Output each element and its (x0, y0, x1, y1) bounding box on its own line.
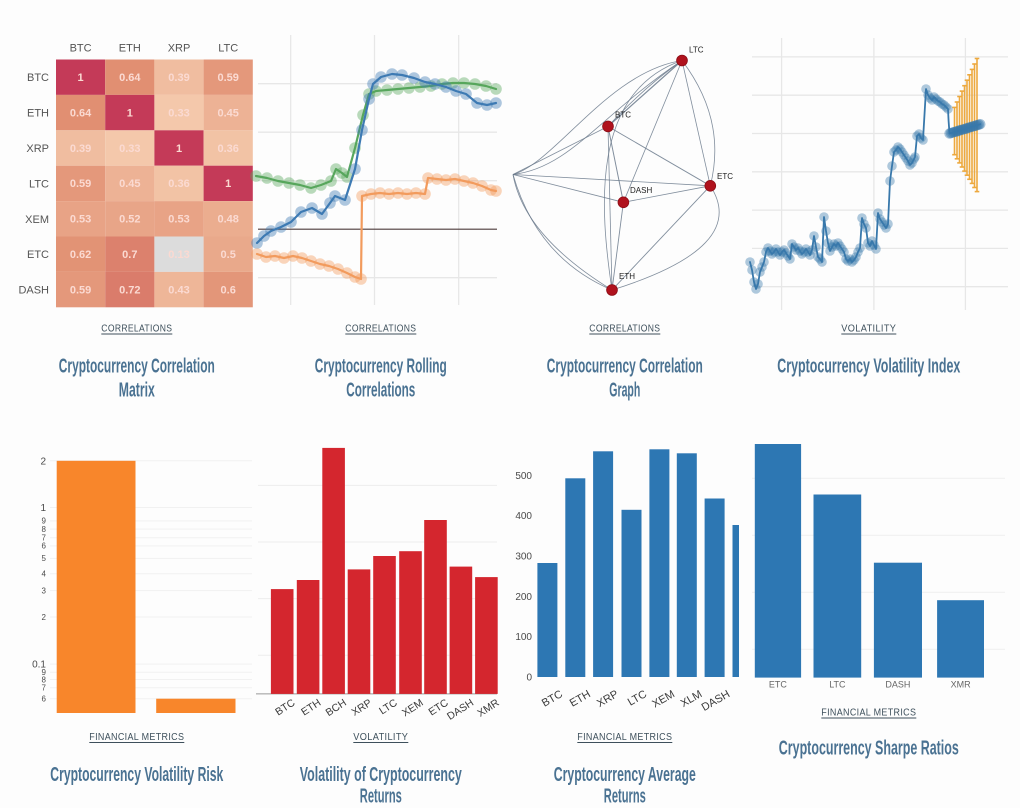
svg-text:VOLATILITY: VOLATILITY (353, 731, 408, 743)
svg-text:0.43: 0.43 (168, 284, 189, 296)
svg-text:8: 8 (42, 525, 47, 534)
svg-text:Cryptocurrency Correlation: Cryptocurrency Correlation (547, 356, 703, 378)
svg-text:DASH: DASH (630, 186, 652, 195)
svg-text:5: 5 (42, 554, 47, 563)
svg-text:500: 500 (515, 471, 532, 482)
svg-text:BTC: BTC (27, 72, 49, 84)
svg-text:1: 1 (225, 178, 231, 190)
svg-text:0.53: 0.53 (168, 214, 189, 226)
svg-text:XEM: XEM (25, 214, 49, 226)
svg-text:1: 1 (78, 72, 84, 84)
svg-text:1: 1 (176, 143, 182, 155)
svg-text:0.53: 0.53 (70, 214, 91, 226)
svg-text:Returns: Returns (604, 786, 646, 808)
svg-text:XMR: XMR (951, 680, 972, 690)
svg-text:200: 200 (515, 592, 532, 603)
svg-text:CORRELATIONS: CORRELATIONS (101, 323, 172, 335)
svg-text:Cryptocurrency Volatility Risk: Cryptocurrency Volatility Risk (50, 764, 224, 786)
svg-text:LTC: LTC (829, 680, 846, 690)
svg-text:4: 4 (42, 570, 47, 579)
svg-text:BTC: BTC (70, 43, 92, 55)
svg-text:0.36: 0.36 (217, 143, 238, 155)
svg-text:XRP: XRP (168, 43, 191, 55)
svg-text:0.1: 0.1 (32, 660, 46, 671)
svg-text:0.48: 0.48 (217, 214, 238, 226)
svg-text:ETH: ETH (27, 108, 49, 120)
svg-text:3: 3 (42, 586, 47, 595)
svg-text:7: 7 (42, 534, 47, 543)
svg-text:Cryptocurrency Average: Cryptocurrency Average (554, 764, 696, 786)
svg-text:0.5: 0.5 (221, 249, 236, 261)
svg-text:0.59: 0.59 (217, 72, 238, 84)
svg-text:Correlations: Correlations (346, 380, 415, 402)
svg-text:LTC: LTC (689, 46, 704, 55)
svg-text:ETC: ETC (27, 249, 49, 261)
svg-text:ETC: ETC (769, 680, 788, 690)
svg-text:Cryptocurrency Sharpe Ratios: Cryptocurrency Sharpe Ratios (779, 738, 959, 760)
svg-text:0.6: 0.6 (221, 284, 236, 296)
svg-text:9: 9 (42, 668, 47, 677)
svg-text:0.13: 0.13 (168, 249, 189, 261)
svg-text:BTC: BTC (615, 111, 631, 120)
svg-text:Cryptocurrency Volatility Inde: Cryptocurrency Volatility Index (777, 356, 960, 378)
svg-text:Returns: Returns (360, 786, 402, 808)
svg-text:0.36: 0.36 (168, 178, 189, 190)
svg-text:FINANCIAL METRICS: FINANCIAL METRICS (577, 731, 672, 743)
svg-text:ETH: ETH (119, 43, 141, 55)
svg-text:1: 1 (127, 107, 133, 119)
svg-text:Cryptocurrency Rolling: Cryptocurrency Rolling (315, 356, 447, 378)
svg-text:CORRELATIONS: CORRELATIONS (589, 323, 660, 335)
svg-text:0.59: 0.59 (70, 284, 91, 296)
svg-text:Matrix: Matrix (119, 380, 155, 402)
svg-text:DASH: DASH (18, 285, 49, 297)
svg-text:Cryptocurrency Correlation: Cryptocurrency Correlation (59, 356, 215, 378)
svg-text:0.7: 0.7 (122, 249, 137, 261)
svg-text:ETC: ETC (717, 172, 733, 181)
svg-text:DASH: DASH (885, 680, 910, 690)
svg-text:0.52: 0.52 (119, 214, 140, 226)
svg-text:1: 1 (40, 503, 46, 514)
svg-text:CORRELATIONS: CORRELATIONS (345, 323, 416, 335)
svg-text:0.64: 0.64 (119, 72, 141, 84)
svg-text:7: 7 (42, 684, 47, 693)
svg-text:ETH: ETH (619, 272, 635, 281)
svg-text:FINANCIAL METRICS: FINANCIAL METRICS (89, 731, 184, 743)
svg-text:FINANCIAL METRICS: FINANCIAL METRICS (821, 707, 916, 719)
svg-text:300: 300 (515, 552, 532, 563)
svg-text:0.39: 0.39 (70, 143, 91, 155)
svg-text:0.39: 0.39 (168, 72, 189, 84)
svg-text:2: 2 (40, 456, 46, 467)
svg-text:8: 8 (42, 675, 47, 684)
svg-text:0.45: 0.45 (119, 178, 140, 190)
svg-text:LTC: LTC (218, 43, 238, 55)
svg-text:100: 100 (515, 632, 532, 643)
svg-text:0.59: 0.59 (70, 178, 91, 190)
svg-text:0.72: 0.72 (119, 284, 140, 296)
svg-text:LTC: LTC (29, 178, 49, 190)
svg-text:0.45: 0.45 (217, 107, 238, 119)
svg-text:VOLATILITY: VOLATILITY (841, 323, 896, 335)
svg-text:Volatility of Cryptocurrency: Volatility of Cryptocurrency (300, 764, 463, 786)
svg-text:6: 6 (42, 695, 47, 704)
svg-text:2: 2 (42, 613, 47, 622)
svg-text:XRP: XRP (26, 143, 49, 155)
svg-text:Graph: Graph (609, 380, 640, 402)
svg-text:400: 400 (515, 511, 532, 522)
svg-text:6: 6 (42, 542, 47, 551)
svg-text:0.33: 0.33 (168, 107, 189, 119)
svg-text:0: 0 (526, 672, 532, 683)
svg-text:0.33: 0.33 (119, 143, 140, 155)
svg-text:0.62: 0.62 (70, 249, 91, 261)
svg-text:9: 9 (42, 517, 47, 526)
svg-text:0.64: 0.64 (70, 107, 92, 119)
